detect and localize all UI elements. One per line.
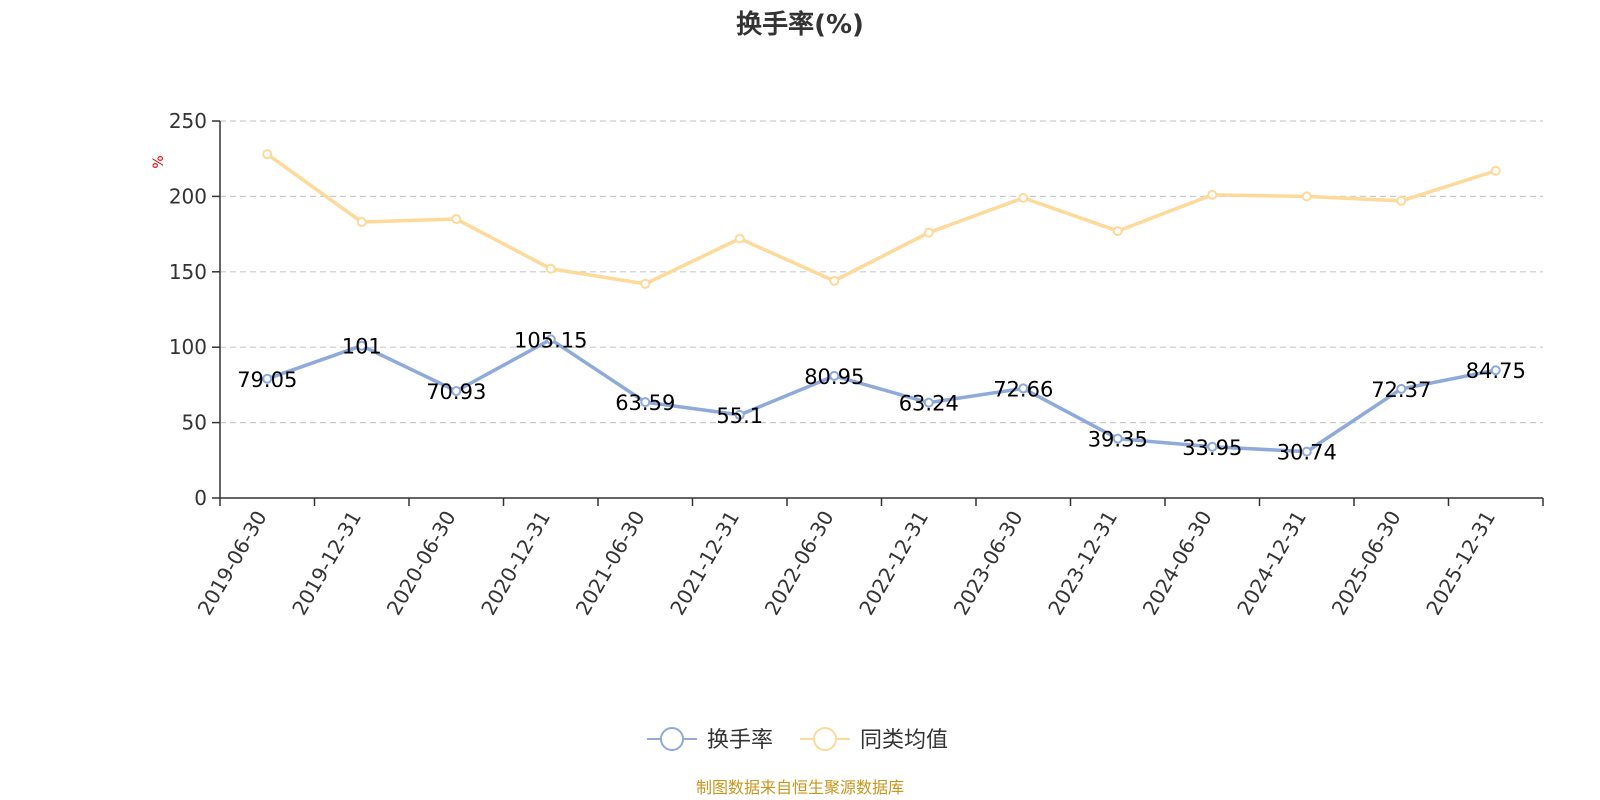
series-0-point[interactable]: [640, 397, 651, 408]
legend: 换手率 同类均值: [647, 727, 948, 753]
series-1-point[interactable]: [923, 227, 934, 238]
series-0-point[interactable]: [1018, 383, 1029, 394]
data-label: 105.15: [514, 328, 587, 352]
x-tick-label: 2023-12-31: [1043, 507, 1122, 620]
series-1-point[interactable]: [734, 233, 745, 244]
y-tick-label: 50: [182, 411, 207, 435]
y-tick-label: 100: [169, 335, 207, 359]
data-label: 80.95: [804, 365, 864, 389]
data-label: 63.59: [615, 391, 675, 415]
series-0-point[interactable]: [734, 409, 745, 420]
series-1-point[interactable]: [545, 263, 556, 274]
y-tick-label: 150: [169, 260, 207, 284]
data-label: 101: [342, 335, 382, 359]
series-1-point[interactable]: [1112, 226, 1123, 237]
data-label: 55.1: [716, 404, 763, 428]
y-tick-label: 250: [169, 109, 207, 133]
series-line-0: [266, 337, 1497, 454]
grid-lines: [220, 120, 1543, 424]
series-0-point[interactable]: [1301, 446, 1312, 457]
data-label: 63.24: [899, 392, 959, 416]
y-tick-label: 200: [169, 184, 207, 208]
series-1-point[interactable]: [1018, 192, 1029, 203]
legend-turnover-marker: [660, 727, 684, 751]
x-tick-label: 2020-12-31: [476, 507, 555, 620]
data-label: 79.05: [237, 368, 297, 392]
series-layer: [262, 149, 1501, 457]
source-note: 制图数据来自恒生聚源数据库: [696, 778, 904, 797]
y-axis-unit-label: %: [151, 155, 167, 168]
data-label: 84.75: [1466, 359, 1526, 383]
series-line-1: [266, 152, 1497, 286]
data-label: 39.35: [1088, 428, 1148, 452]
x-tick-label: 2023-06-30: [949, 507, 1028, 620]
series-0-point[interactable]: [1490, 365, 1501, 376]
data-label: 72.37: [1371, 378, 1431, 402]
x-tick-label: 2024-12-31: [1232, 507, 1311, 620]
legend-turnover-label: 换手率: [707, 728, 773, 753]
series-1-point[interactable]: [1490, 165, 1501, 176]
series-0-point[interactable]: [1396, 383, 1407, 394]
x-tick-label: 2021-06-30: [571, 507, 650, 620]
series-0-point[interactable]: [545, 334, 556, 345]
series-0-point[interactable]: [1207, 441, 1218, 452]
x-tick-label: 2019-12-31: [287, 507, 366, 620]
series-1-point[interactable]: [829, 275, 840, 286]
series-1-point[interactable]: [1301, 191, 1312, 202]
x-tick-label: 2024-06-30: [1138, 507, 1217, 620]
data-labels: 79.05 101 70.93 105.15 63.59 55.1 80.95 63.24 72…: [237, 328, 1526, 464]
legend-peer-label: 同类均值: [860, 728, 948, 753]
series-0-point[interactable]: [1112, 433, 1123, 444]
series-1-point[interactable]: [356, 217, 367, 228]
series-1-point[interactable]: [262, 149, 273, 160]
series-1-point[interactable]: [1207, 189, 1218, 200]
x-tick-label: 2019-06-30: [193, 507, 272, 620]
x-tick-label: 2025-06-30: [1327, 507, 1406, 620]
chart-title: 换手率(%): [736, 9, 864, 40]
data-label: 33.95: [1182, 436, 1242, 460]
data-label: 70.93: [426, 380, 486, 404]
data-label: 72.66: [993, 377, 1053, 401]
series-0-point[interactable]: [451, 386, 462, 397]
series-1-point[interactable]: [640, 278, 651, 289]
legend-item-turnover[interactable]: 换手率: [647, 727, 773, 753]
x-tick-label: 2022-12-31: [854, 507, 933, 620]
x-tick-label: 2022-06-30: [760, 507, 839, 620]
legend-item-peer-average[interactable]: 同类均值: [800, 727, 948, 753]
x-tick-label: 2025-12-31: [1421, 507, 1500, 620]
series-0-point[interactable]: [829, 370, 840, 381]
series-1-point[interactable]: [451, 214, 462, 225]
x-tick-label: 2020-06-30: [382, 507, 461, 620]
series-0-point[interactable]: [356, 340, 367, 351]
x-tick-label: 2021-12-31: [665, 507, 744, 620]
data-label: 30.74: [1277, 441, 1337, 465]
series-0-point[interactable]: [923, 397, 934, 408]
y-tick-label: 0: [194, 486, 207, 510]
series-0-point[interactable]: [262, 373, 273, 384]
legend-peer-marker: [813, 727, 837, 751]
series-1-point[interactable]: [1396, 195, 1407, 206]
